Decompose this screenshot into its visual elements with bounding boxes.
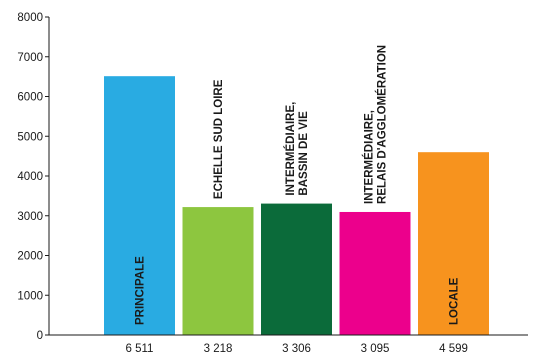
bar-label: INTERMÉDIAIRE,	[284, 102, 297, 196]
bar-label: LOCALE	[449, 277, 461, 325]
y-tick-label: 1000	[17, 290, 43, 302]
bar-labels-group: PRINCIPALE ECHELLE SUD LOIRE INTERMÉDIAIRE…	[135, 45, 461, 325]
bar	[339, 211, 411, 335]
category-label: 3 095	[361, 343, 390, 355]
y-tick-label: 5000	[17, 131, 43, 143]
bar-label: INTERMÉDIAIRE,	[363, 110, 376, 204]
category-label: 3 306	[282, 343, 311, 355]
category-label: 6 511	[126, 343, 154, 355]
y-tick-label: 0	[37, 330, 43, 342]
bar	[182, 207, 254, 335]
category-label: 4 599	[439, 343, 468, 355]
y-tick-label: 2000	[17, 251, 43, 263]
category-label: 3 218	[204, 343, 233, 355]
bar-label: RELAIS D'AGGLOMÉRATION	[376, 45, 389, 204]
category-labels-group: 6 511 3 218 3 306 3 095 4 599	[126, 343, 468, 355]
y-tick-label: 7000	[17, 52, 43, 64]
bars-group	[104, 76, 489, 336]
bar-label: PRINCIPALE	[135, 256, 147, 325]
y-tick-label: 8000	[17, 12, 43, 24]
bar-label: BASSIN DE VIE	[298, 111, 310, 196]
y-ticks-group: 0 1000 2000 3000 4000 5000 6000 7000 8000	[17, 12, 49, 342]
bar	[104, 76, 175, 336]
bar-label: ECHELLE SUD LOIRE	[213, 79, 225, 199]
y-tick-label: 4000	[17, 171, 43, 183]
y-tick-label: 3000	[17, 211, 43, 223]
bar	[418, 152, 489, 335]
y-tick-label: 6000	[17, 92, 43, 104]
bar	[261, 203, 332, 335]
